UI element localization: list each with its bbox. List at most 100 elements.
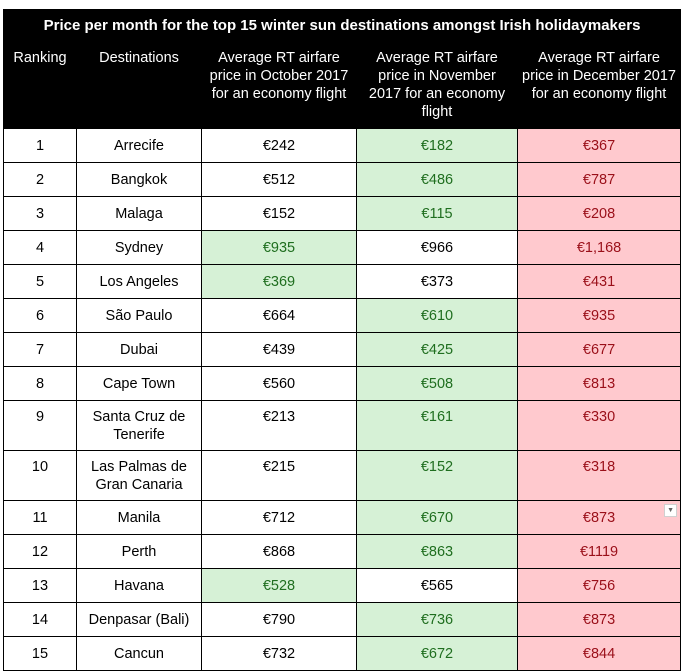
destination-cell: Arrecife (76, 128, 202, 163)
table-body: 1 Arrecife €242 €182 €367 2 Bangkok €512 €486 €78… (3, 128, 682, 671)
destination-cell: Dubai (76, 332, 202, 367)
december-price-cell: €1,168 (516, 230, 682, 265)
rank-cell: 1 (3, 128, 77, 163)
october-price-cell: €512 (201, 162, 357, 197)
rank-cell: 9 (3, 400, 77, 451)
destination-cell: Los Angeles (76, 264, 202, 299)
rank-cell: 8 (3, 366, 77, 401)
destination-cell: Denpasar (Bali) (76, 602, 202, 637)
table-row: 9 Santa Cruz de Tenerife €213 €161 €330 (3, 400, 682, 451)
destination-cell: Sydney (76, 230, 202, 265)
airfare-table-container: Price per month for the top 15 winter su… (2, 9, 682, 671)
december-price-cell: €677 (516, 332, 682, 367)
december-price-cell: €844 (516, 636, 682, 671)
october-price-cell: €213 (201, 400, 357, 451)
october-price-cell: €242 (201, 128, 357, 163)
header-destinations: Destinations (76, 40, 202, 129)
november-price-cell: €508 (356, 366, 518, 401)
table-row: 5 Los Angeles €369 €373 €431 (3, 264, 682, 299)
november-price-cell: €672 (356, 636, 518, 671)
november-price-cell: €736 (356, 602, 518, 637)
rank-cell: 13 (3, 568, 77, 603)
table-row: 10 Las Palmas de Gran Canaria €215 €152 €318 (3, 450, 682, 501)
table-row: 14 Denpasar (Bali) €790 €736 €873 (3, 602, 682, 637)
header-november: Average RT airfare price in November 201… (356, 40, 518, 129)
december-price-cell: €318 (516, 450, 682, 501)
december-price-cell: €431 (516, 264, 682, 299)
november-price-cell: €115 (356, 196, 518, 231)
rank-cell: 14 (3, 602, 77, 637)
rank-cell: 12 (3, 534, 77, 569)
october-price-cell: €560 (201, 366, 357, 401)
rank-cell: 4 (3, 230, 77, 265)
october-price-cell: €790 (201, 602, 357, 637)
table-row: 12 Perth €868 €863 €1119 (3, 534, 682, 569)
rank-cell: 15 (3, 636, 77, 671)
december-price-cell: €756 (516, 568, 682, 603)
header-october: Average RT airfare price in October 2017… (201, 40, 357, 129)
december-price-cell: €813 (516, 366, 682, 401)
chevron-down-icon[interactable]: ▼ (664, 504, 678, 517)
destination-cell: São Paulo (76, 298, 202, 333)
november-price-cell: €161 (356, 400, 518, 451)
table-row: 2 Bangkok €512 €486 €787 (3, 162, 682, 197)
november-price-cell: €966 (356, 230, 518, 265)
table-row: 3 Malaga €152 €115 €208 (3, 196, 682, 231)
table-row: 8 Cape Town €560 €508 €813 (3, 366, 682, 401)
rank-cell: 10 (3, 450, 77, 501)
rank-cell: 11 (3, 500, 77, 535)
october-price-cell: €935 (201, 230, 357, 265)
table-row: 7 Dubai €439 €425 €677 (3, 332, 682, 367)
table-row: 11 Manila €712 €670 €873 ▼ (3, 500, 682, 535)
november-price-cell: €565 (356, 568, 518, 603)
table-title: Price per month for the top 15 winter su… (2, 9, 682, 41)
rank-cell: 2 (3, 162, 77, 197)
table-row: 1 Arrecife €242 €182 €367 (3, 128, 682, 163)
november-price-cell: €486 (356, 162, 518, 197)
rank-cell: 6 (3, 298, 77, 333)
october-price-cell: €528 (201, 568, 357, 603)
october-price-cell: €152 (201, 196, 357, 231)
airfare-table: Price per month for the top 15 winter su… (2, 9, 682, 671)
destination-cell: Havana (76, 568, 202, 603)
november-price-cell: €670 (356, 500, 518, 535)
destination-cell: Cancun (76, 636, 202, 671)
destination-cell: Malaga (76, 196, 202, 231)
october-price-cell: €664 (201, 298, 357, 333)
table-row: 6 São Paulo €664 €610 €935 (3, 298, 682, 333)
december-price-cell: €873 (516, 602, 682, 637)
november-price-cell: €373 (356, 264, 518, 299)
rank-cell: 7 (3, 332, 77, 367)
destination-cell: Santa Cruz de Tenerife (76, 400, 202, 451)
december-price-cell: €367 (516, 128, 682, 163)
header-ranking: Ranking (3, 40, 77, 129)
table-row: 15 Cancun €732 €672 €844 (3, 636, 682, 671)
december-price-cell: €208 (516, 196, 682, 231)
destination-cell: Bangkok (76, 162, 202, 197)
table-row: 13 Havana €528 €565 €756 (3, 568, 682, 603)
november-price-cell: €152 (356, 450, 518, 501)
december-price-cell: €787 (516, 162, 682, 197)
december-price-cell: €935 (516, 298, 682, 333)
october-price-cell: €732 (201, 636, 357, 671)
november-price-cell: €425 (356, 332, 518, 367)
rank-cell: 5 (3, 264, 77, 299)
october-price-cell: €439 (201, 332, 357, 367)
destination-cell: Las Palmas de Gran Canaria (76, 450, 202, 501)
october-price-cell: €712 (201, 500, 357, 535)
november-price-cell: €863 (356, 534, 518, 569)
header-december: Average RT airfare price in December 201… (516, 40, 682, 129)
november-price-cell: €182 (356, 128, 518, 163)
december-price-cell: €330 (516, 400, 682, 451)
october-price-cell: €868 (201, 534, 357, 569)
destination-cell: Cape Town (76, 366, 202, 401)
november-price-cell: €610 (356, 298, 518, 333)
destination-cell: Perth (76, 534, 202, 569)
december-price-cell: €1119 (516, 534, 682, 569)
october-price-cell: €369 (201, 264, 357, 299)
december-price-cell: €873 ▼ (516, 500, 682, 535)
table-row: 4 Sydney €935 €966 €1,168 (3, 230, 682, 265)
destination-cell: Manila (76, 500, 202, 535)
october-price-cell: €215 (201, 450, 357, 501)
rank-cell: 3 (3, 196, 77, 231)
